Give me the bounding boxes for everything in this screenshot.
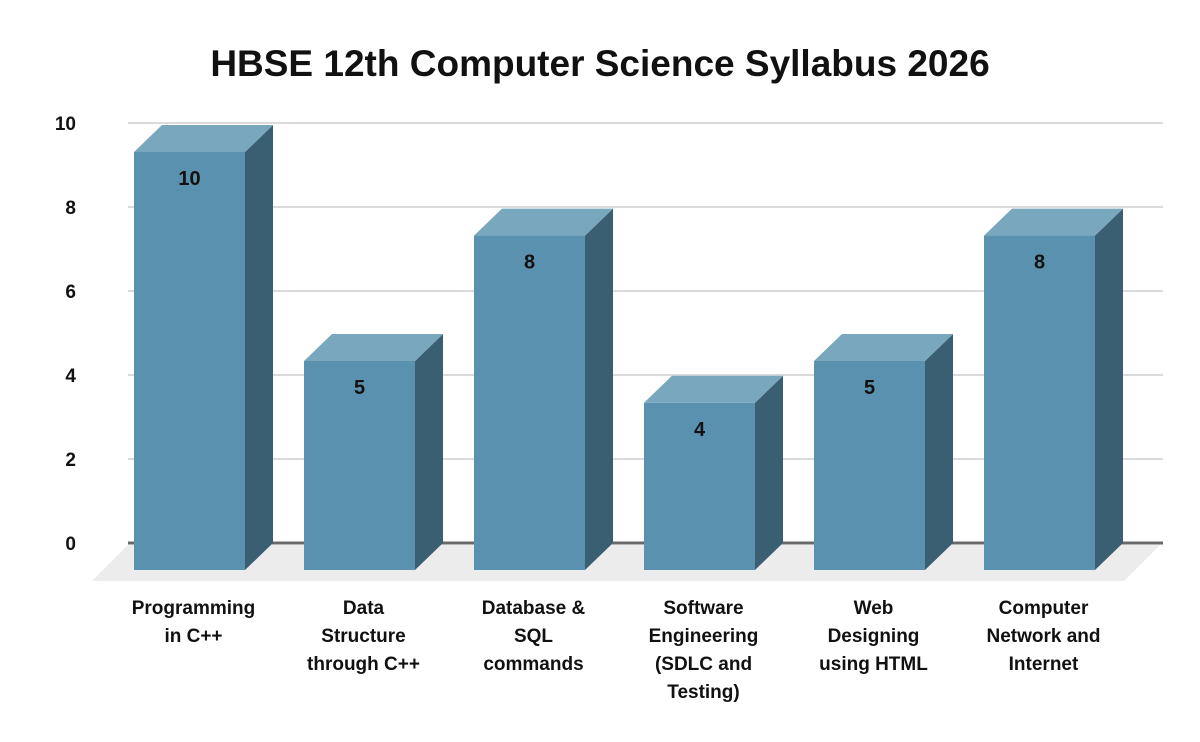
- x-label-line: Testing): [667, 682, 739, 703]
- bar-top-face: [644, 375, 783, 403]
- data-label: 10: [178, 168, 200, 190]
- bar-top-face: [474, 208, 613, 236]
- bar-side-face: [585, 208, 613, 570]
- x-category-label: Computer Network and Internet: [986, 598, 1100, 675]
- data-label: 5: [354, 377, 365, 399]
- x-label-line: Engineering: [649, 626, 759, 647]
- y-tick-label: 10: [55, 114, 76, 135]
- bar-side-face: [245, 125, 273, 570]
- x-label-line: Network and: [986, 626, 1100, 647]
- y-tick-label: 8: [65, 198, 76, 219]
- bar: 4: [644, 375, 783, 570]
- bar-front-face: [304, 361, 415, 570]
- data-label: 8: [524, 252, 535, 274]
- bar-front-face: [644, 402, 755, 570]
- bar-side-face: [1095, 208, 1123, 570]
- x-label-line: (SDLC and: [655, 654, 752, 675]
- bar-front-face: [134, 152, 245, 570]
- bar-top-face: [304, 334, 443, 361]
- bar: 8: [984, 208, 1123, 570]
- data-label: 8: [1034, 252, 1045, 274]
- y-tick-label: 6: [65, 282, 76, 303]
- x-label-line: Data: [343, 598, 385, 619]
- bar: 8: [474, 208, 613, 570]
- x-category-label: Data Structure through C++: [307, 598, 420, 675]
- bar: 10: [134, 125, 273, 570]
- bar-front-face: [984, 235, 1095, 570]
- x-category-label: Programming in C++: [132, 598, 256, 647]
- x-label-line: commands: [483, 654, 583, 675]
- y-tick-label: 2: [65, 450, 76, 471]
- y-tick-label: 0: [65, 534, 76, 555]
- bar-front-face: [814, 361, 925, 570]
- bar-top-face: [814, 334, 953, 361]
- x-label-line: Web: [854, 598, 894, 619]
- x-label-line: in C++: [164, 626, 222, 647]
- x-label-line: Database &: [482, 598, 586, 619]
- y-tick-label: 4: [65, 366, 76, 387]
- bar-side-face: [925, 334, 953, 570]
- bar-top-face: [984, 208, 1123, 236]
- data-label: 5: [864, 377, 875, 399]
- bar: 5: [814, 334, 953, 570]
- bar: 5: [304, 334, 443, 570]
- bar-side-face: [755, 375, 783, 570]
- chart-title: HBSE 12th Computer Science Syllabus 2026: [210, 43, 989, 84]
- x-label-line: through C++: [307, 654, 420, 675]
- x-label-line: Internet: [1009, 654, 1079, 675]
- x-label-line: Structure: [321, 626, 405, 647]
- y-axis-ticks: 0 2 4 6 8 10: [55, 114, 77, 555]
- x-axis-labels: Programming in C++ Data Structure through C+…: [132, 598, 1101, 703]
- bar-front-face: [474, 235, 585, 570]
- x-label-line: Designing: [828, 626, 920, 647]
- x-label-line: Programming: [132, 598, 256, 619]
- x-category-label: Database & SQL commands: [482, 598, 586, 675]
- x-category-label: Web Designing using HTML: [819, 598, 928, 675]
- x-label-line: SQL: [514, 626, 553, 647]
- x-label-line: using HTML: [819, 654, 928, 675]
- bar-top-face: [134, 125, 273, 152]
- x-category-label: Software Engineering (SDLC and Testing): [649, 598, 759, 703]
- bars: 10 5 8 4 5 8: [134, 125, 1123, 570]
- x-label-line: Software: [663, 598, 743, 619]
- data-label: 4: [694, 419, 706, 441]
- bar-side-face: [415, 334, 443, 570]
- x-label-line: Computer: [999, 598, 1089, 619]
